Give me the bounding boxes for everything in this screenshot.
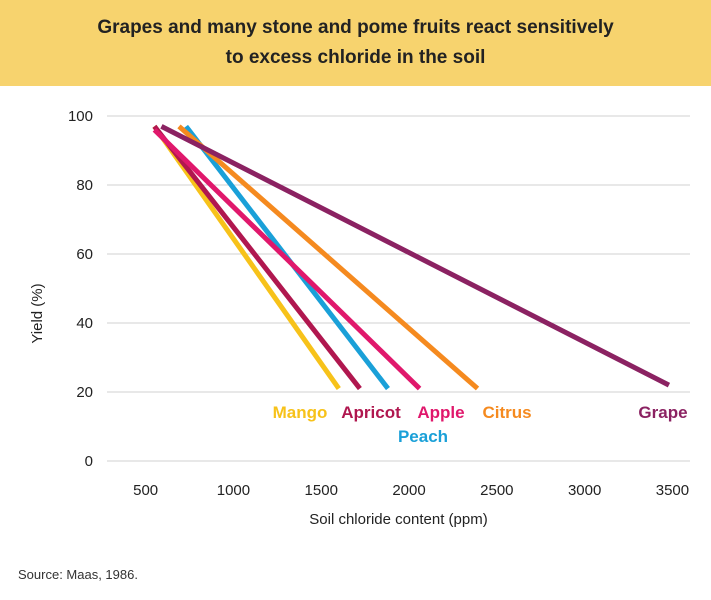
series-label-apple: Apple — [417, 403, 464, 422]
x-tick-label: 2000 — [392, 482, 425, 499]
x-tick-label: 1500 — [305, 482, 338, 499]
y-tick-label: 80 — [76, 177, 93, 194]
x-tick-label: 500 — [133, 482, 158, 499]
y-tick-label: 20 — [76, 384, 93, 401]
series-label-grape: Grape — [638, 403, 687, 422]
series-label-peach: Peach — [398, 427, 448, 446]
series-label-citrus: Citrus — [482, 403, 531, 422]
y-tick-label: 40 — [76, 315, 93, 332]
x-tick-label: 3000 — [568, 482, 601, 499]
y-tick-label: 100 — [68, 108, 93, 125]
y-axis-label: Yield (%) — [29, 283, 46, 343]
source-note: Source: Maas, 1986. — [18, 567, 138, 582]
title-banner: Grapes and many stone and pome fruits re… — [0, 0, 711, 86]
y-tick-label: 60 — [76, 246, 93, 263]
x-tick-label: 3500 — [656, 482, 689, 499]
series-line-citrus — [177, 124, 480, 391]
x-tick-label: 1000 — [217, 482, 250, 499]
series-line-mango — [152, 124, 341, 390]
chart-area: 0 20 40 60 80 100 500 1000 1500 2000 2500 3000 3500 S… — [29, 108, 690, 528]
series-line-grape — [160, 124, 671, 388]
x-axis-label: Soil chloride content (ppm) — [309, 511, 487, 528]
series-line-apricot — [152, 124, 362, 391]
series-line-apple — [152, 128, 422, 391]
x-tick-label: 2500 — [480, 482, 513, 499]
series-label-apricot: Apricot — [341, 403, 401, 422]
chart-title: Grapes and many stone and pome fruits re… — [97, 17, 614, 68]
series-label-mango: Mango — [273, 403, 328, 422]
y-tick-label: 0 — [85, 453, 93, 470]
